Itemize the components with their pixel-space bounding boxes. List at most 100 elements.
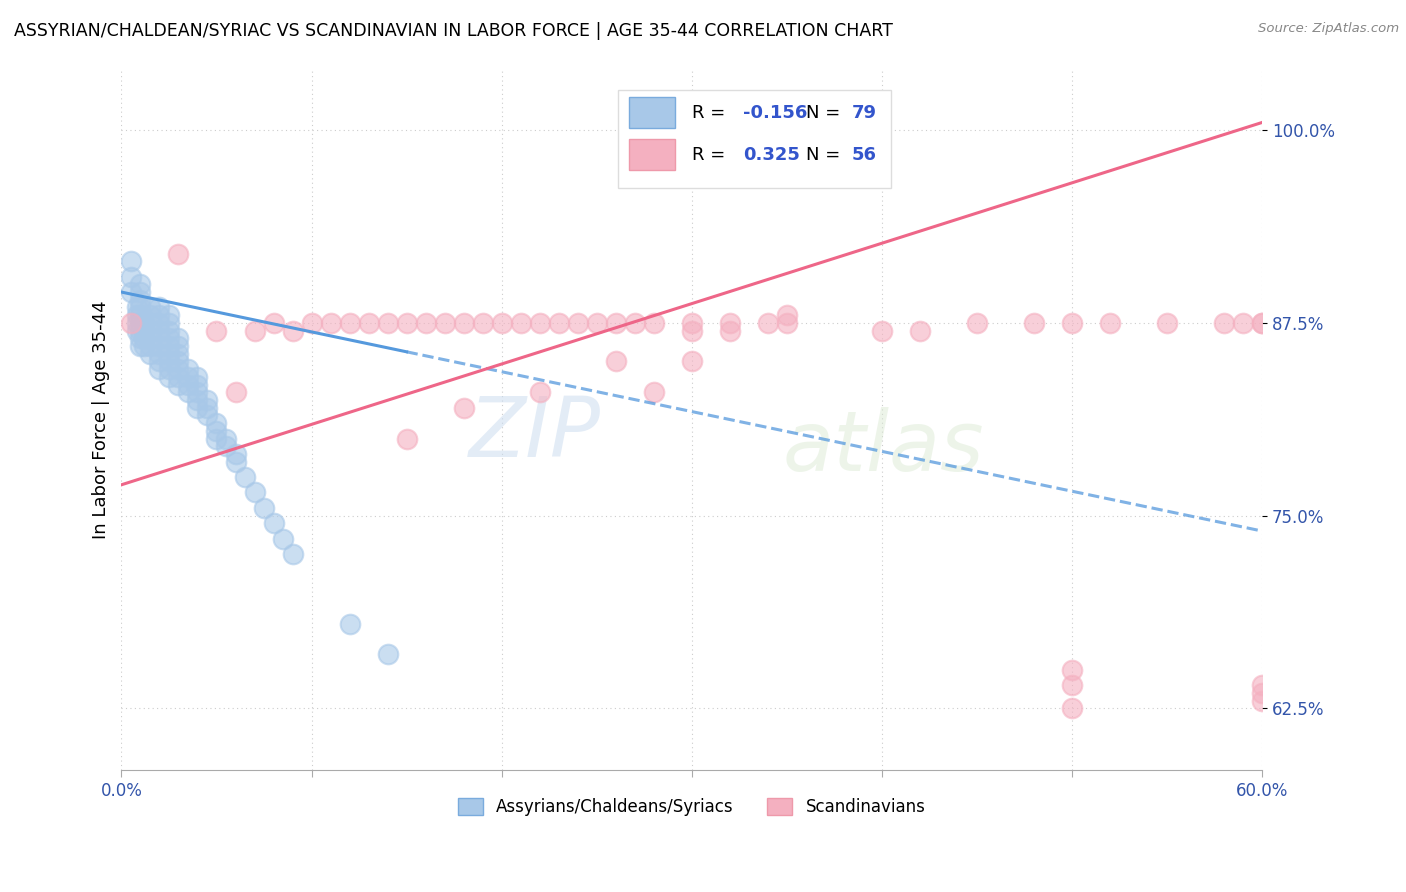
Scandinavians [205, 324, 228, 338]
Assyrians/Chaldeans/Syriacs [167, 347, 190, 361]
Text: R =: R = [692, 103, 731, 121]
Scandinavians [395, 432, 418, 446]
Assyrians/Chaldeans/Syriacs [177, 377, 200, 392]
Assyrians/Chaldeans/Syriacs [157, 362, 180, 376]
Scandinavians [718, 324, 741, 338]
Assyrians/Chaldeans/Syriacs [120, 269, 142, 284]
Assyrians/Chaldeans/Syriacs [134, 331, 156, 345]
Assyrians/Chaldeans/Syriacs [148, 316, 170, 330]
Scandinavians [718, 316, 741, 330]
Assyrians/Chaldeans/Syriacs [120, 254, 142, 268]
Assyrians/Chaldeans/Syriacs [129, 293, 152, 307]
Assyrians/Chaldeans/Syriacs [129, 324, 152, 338]
Scandinavians [281, 324, 304, 338]
Scandinavians [509, 316, 531, 330]
Scandinavians [605, 354, 627, 368]
Scandinavians [1098, 316, 1121, 330]
Assyrians/Chaldeans/Syriacs [186, 392, 208, 407]
Scandinavians [529, 316, 551, 330]
Text: R =: R = [692, 145, 731, 164]
Assyrians/Chaldeans/Syriacs [148, 308, 170, 322]
Assyrians/Chaldeans/Syriacs [157, 316, 180, 330]
Assyrians/Chaldeans/Syriacs [157, 339, 180, 353]
Assyrians/Chaldeans/Syriacs [177, 362, 200, 376]
Assyrians/Chaldeans/Syriacs [139, 316, 162, 330]
Assyrians/Chaldeans/Syriacs [125, 324, 148, 338]
Assyrians/Chaldeans/Syriacs [157, 331, 180, 345]
Assyrians/Chaldeans/Syriacs [233, 470, 256, 484]
Scandinavians [377, 316, 399, 330]
Scandinavians [643, 385, 665, 400]
Assyrians/Chaldeans/Syriacs [148, 339, 170, 353]
Scandinavians [224, 385, 246, 400]
Scandinavians [776, 316, 799, 330]
Assyrians/Chaldeans/Syriacs [157, 308, 180, 322]
Assyrians/Chaldeans/Syriacs [263, 516, 285, 531]
Assyrians/Chaldeans/Syriacs [148, 354, 170, 368]
Bar [628, 138, 675, 170]
Scandinavians [681, 354, 703, 368]
Scandinavians [167, 246, 190, 260]
Scandinavians [1251, 693, 1274, 707]
Assyrians/Chaldeans/Syriacs [139, 339, 162, 353]
Assyrians/Chaldeans/Syriacs [129, 316, 152, 330]
Scandinavians [529, 385, 551, 400]
Assyrians/Chaldeans/Syriacs [177, 369, 200, 384]
Assyrians/Chaldeans/Syriacs [139, 324, 162, 338]
Scandinavians [1213, 316, 1236, 330]
Scandinavians [415, 316, 437, 330]
Assyrians/Chaldeans/Syriacs [139, 301, 162, 315]
Legend: Assyrians/Chaldeans/Syriacs, Scandinavians: Assyrians/Chaldeans/Syriacs, Scandinavia… [450, 790, 934, 825]
Text: N =: N = [806, 145, 846, 164]
Text: -0.156: -0.156 [742, 103, 807, 121]
Assyrians/Chaldeans/Syriacs [195, 392, 218, 407]
Y-axis label: In Labor Force | Age 35-44: In Labor Force | Age 35-44 [93, 300, 110, 539]
Assyrians/Chaldeans/Syriacs [125, 308, 148, 322]
Assyrians/Chaldeans/Syriacs [134, 316, 156, 330]
Scandinavians [301, 316, 323, 330]
Text: N =: N = [806, 103, 846, 121]
Scandinavians [243, 324, 266, 338]
Scandinavians [681, 324, 703, 338]
Scandinavians [585, 316, 607, 330]
Assyrians/Chaldeans/Syriacs [157, 324, 180, 338]
Scandinavians [1022, 316, 1045, 330]
Text: Source: ZipAtlas.com: Source: ZipAtlas.com [1258, 22, 1399, 36]
Scandinavians [1060, 316, 1083, 330]
Assyrians/Chaldeans/Syriacs [224, 455, 246, 469]
Scandinavians [1060, 701, 1083, 715]
Assyrians/Chaldeans/Syriacs [120, 285, 142, 299]
Scandinavians [433, 316, 456, 330]
Assyrians/Chaldeans/Syriacs [125, 301, 148, 315]
Assyrians/Chaldeans/Syriacs [129, 301, 152, 315]
Text: ASSYRIAN/CHALDEAN/SYRIAC VS SCANDINAVIAN IN LABOR FORCE | AGE 35-44 CORRELATION : ASSYRIAN/CHALDEAN/SYRIAC VS SCANDINAVIAN… [14, 22, 893, 40]
Assyrians/Chaldeans/Syriacs [139, 308, 162, 322]
Scandinavians [908, 324, 931, 338]
Assyrians/Chaldeans/Syriacs [205, 416, 228, 430]
Assyrians/Chaldeans/Syriacs [167, 377, 190, 392]
Assyrians/Chaldeans/Syriacs [134, 339, 156, 353]
Text: ZIP: ZIP [468, 392, 600, 474]
Assyrians/Chaldeans/Syriacs [205, 424, 228, 438]
Scandinavians [471, 316, 494, 330]
Assyrians/Chaldeans/Syriacs [243, 485, 266, 500]
Assyrians/Chaldeans/Syriacs [253, 500, 276, 515]
Scandinavians [1232, 316, 1254, 330]
Assyrians/Chaldeans/Syriacs [186, 369, 208, 384]
Scandinavians [339, 316, 361, 330]
Assyrians/Chaldeans/Syriacs [339, 616, 361, 631]
Scandinavians [547, 316, 569, 330]
Scandinavians [1251, 316, 1274, 330]
Scandinavians [120, 316, 142, 330]
Assyrians/Chaldeans/Syriacs [271, 532, 294, 546]
Scandinavians [1251, 678, 1274, 692]
Assyrians/Chaldeans/Syriacs [205, 432, 228, 446]
Assyrians/Chaldeans/Syriacs [224, 447, 246, 461]
Scandinavians [263, 316, 285, 330]
Scandinavians [319, 316, 342, 330]
Assyrians/Chaldeans/Syriacs [148, 301, 170, 315]
Assyrians/Chaldeans/Syriacs [148, 347, 170, 361]
Assyrians/Chaldeans/Syriacs [148, 331, 170, 345]
Assyrians/Chaldeans/Syriacs [157, 369, 180, 384]
Text: atlas: atlas [783, 407, 984, 488]
